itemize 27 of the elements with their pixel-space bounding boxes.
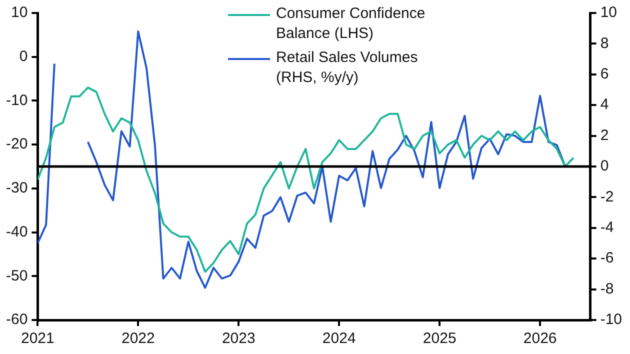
legend-label: Consumer Confidence Balance (LHS): [276, 4, 426, 44]
y2-tick-label: -2: [600, 188, 614, 206]
x-tick-label: 2026: [523, 330, 557, 348]
y2-tick-label: -8: [600, 280, 614, 298]
y2-tick-label: -4: [600, 219, 614, 236]
x-tick-label: 2023: [222, 330, 256, 348]
y2-tick-label: -10: [600, 311, 622, 328]
y2-tick-label: -6: [600, 250, 614, 267]
x-tick-label: 2022: [121, 330, 155, 348]
y-tick-label: -10: [6, 92, 28, 109]
y-tick-label: 10: [10, 4, 28, 22]
y2-tick-label: 6: [600, 66, 609, 83]
y2-tick-label: 8: [600, 34, 609, 52]
y2-tick-label: 10: [600, 4, 618, 22]
y-tick-label: -20: [6, 136, 28, 153]
x-tick-label: 2021: [20, 330, 54, 348]
x-tick-label: 2024: [322, 330, 356, 348]
x-tick-label: 2025: [422, 330, 456, 348]
y2-tick-label: 0: [600, 158, 609, 175]
y2-tick-label: 2: [600, 126, 609, 144]
y-tick-label: -50: [6, 267, 28, 284]
y-tick-label: -60: [6, 311, 28, 328]
y2-tick-label: 4: [600, 96, 609, 114]
y-tick-label: -30: [6, 180, 28, 197]
y-tick-label: -40: [6, 223, 28, 240]
y-tick-label: 0: [19, 48, 28, 65]
legend-label: Retail Sales Volumes (RHS, %y/y): [276, 48, 419, 88]
